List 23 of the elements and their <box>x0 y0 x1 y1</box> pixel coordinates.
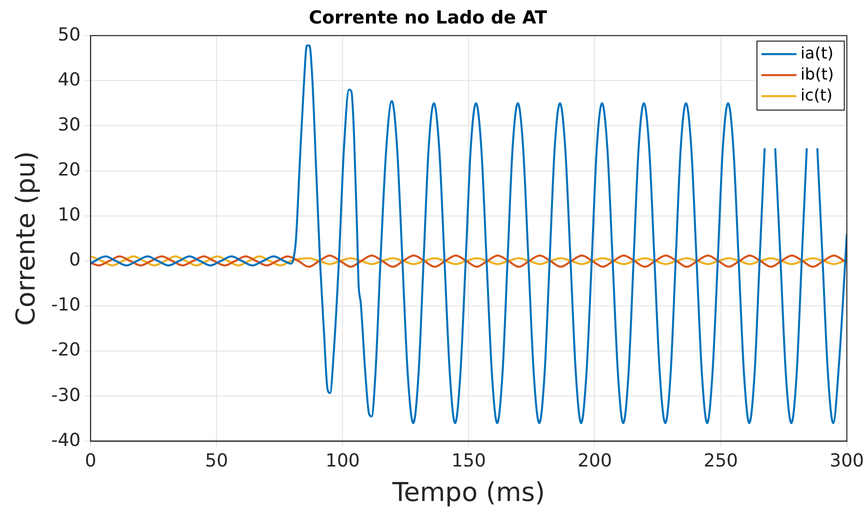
legend-label: ia(t) <box>800 43 834 62</box>
y-tick-label: 20 <box>58 159 81 180</box>
x-axis-title: Tempo (ms) <box>391 478 546 508</box>
y-tick-label: 30 <box>58 114 81 136</box>
x-tick-label: 300 <box>830 450 864 472</box>
y-tick-label: -10 <box>51 294 81 316</box>
y-tick-label: 50 <box>58 24 81 46</box>
legend-label: ic(t) <box>800 85 832 104</box>
y-tick-label: -30 <box>51 384 81 406</box>
y-tick-label: -40 <box>51 430 81 451</box>
y-tick-label: 40 <box>58 69 81 90</box>
y-tick-label: 0 <box>69 250 81 271</box>
y-tick-label: 10 <box>58 204 81 226</box>
chart-title: Corrente no Lado de AT <box>308 7 548 28</box>
x-tick-label: 100 <box>325 450 360 472</box>
x-tick-label: 200 <box>578 450 612 472</box>
y-tick-label: -20 <box>51 340 81 361</box>
x-tick-label: 250 <box>704 450 738 472</box>
y-axis-title: Corrente (pu) <box>11 151 42 326</box>
x-tick-label: 50 <box>205 450 228 472</box>
legend-label: ib(t) <box>800 64 834 84</box>
x-tick-label: 150 <box>452 450 486 472</box>
x-tick-label: 0 <box>84 450 96 472</box>
